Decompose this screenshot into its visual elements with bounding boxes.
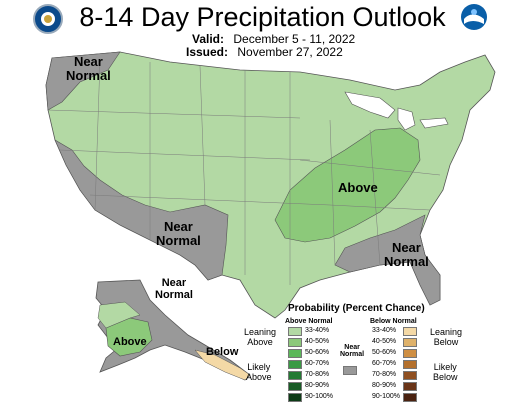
label-ak-below: Below xyxy=(206,346,239,358)
legend-above-swatch xyxy=(288,393,302,402)
legend-below-swatch xyxy=(403,382,417,391)
legend-below-range: 90-100% xyxy=(372,393,401,400)
label-se-near-normal: Near Normal xyxy=(384,240,429,269)
legend-above-range: 33-40% xyxy=(305,327,330,334)
alaska-above-region xyxy=(105,317,153,357)
legend-leaning-above: Leaning Above xyxy=(244,327,277,347)
legend-below-range: 80-90% xyxy=(372,382,397,389)
legend-below-swatch xyxy=(403,371,417,380)
legend-leaning-below: Leaning Below xyxy=(430,327,463,347)
label-ak-near-normal: Near Normal xyxy=(155,277,193,301)
alaska-below-region xyxy=(194,349,251,381)
issued-dates: Issued: November 27, 2022 xyxy=(186,45,343,59)
label-sw-near-normal: Near Normal xyxy=(156,219,201,248)
above-40-50-region xyxy=(274,127,421,243)
legend-above-swatch xyxy=(288,338,302,347)
legend-above-swatch xyxy=(288,349,302,358)
legend-above-range: 80-90% xyxy=(305,382,330,389)
valid-label: Valid: xyxy=(192,32,225,46)
label-above-main: Above xyxy=(338,180,378,195)
great-lakes xyxy=(344,91,449,131)
valid-value: December 5 - 11, 2022 xyxy=(233,32,356,46)
legend-below-swatch xyxy=(403,360,417,369)
legend-above-range: 60-70% xyxy=(305,360,330,367)
doc-seal-icon xyxy=(33,4,63,34)
legend-below-range: 33-40% xyxy=(372,327,397,334)
near-normal-se xyxy=(334,214,441,306)
legend-below-range: 70-80% xyxy=(372,371,397,378)
legend-likely-above: Likely Above xyxy=(246,362,272,382)
legend-above-swatch xyxy=(288,371,302,380)
issued-value: November 27, 2022 xyxy=(237,45,343,59)
label-ak-above: Above xyxy=(113,336,147,348)
legend-above-swatch xyxy=(288,360,302,369)
legend-above-range: 90-100% xyxy=(305,393,334,400)
legend-below-swatch xyxy=(403,393,417,402)
state-borders xyxy=(47,59,441,285)
issued-label: Issued: xyxy=(186,45,229,59)
legend-above-range: 70-80% xyxy=(305,371,330,378)
valid-dates: Valid: December 5 - 11, 2022 xyxy=(192,32,355,46)
legend-below-range: 60-70% xyxy=(372,360,397,367)
alaska-above-lean xyxy=(97,301,141,329)
legend-below-header: Below Normal xyxy=(370,318,417,325)
legend-above-swatch xyxy=(288,327,302,336)
legend-below-swatch xyxy=(403,349,417,358)
legend-above-swatch xyxy=(288,382,302,391)
near-normal-sw xyxy=(54,139,229,281)
legend-near-header: Near Normal xyxy=(340,344,365,358)
legend-likely-below: Likely Below xyxy=(433,362,458,382)
legend-below-swatch xyxy=(403,327,417,336)
legend-title: Probability (Percent Chance) xyxy=(288,303,425,314)
legend-below-range: 40-50% xyxy=(372,338,397,345)
page-title: 8-14 Day Precipitation Outlook xyxy=(79,2,446,32)
label-nw-near-normal: Near Normal xyxy=(66,54,111,83)
near-normal-nw xyxy=(45,51,121,111)
legend-above-range: 50-60% xyxy=(305,349,330,356)
legend-below-range: 50-60% xyxy=(372,349,397,356)
legend-above-range: 40-50% xyxy=(305,338,330,345)
legend-below-swatch xyxy=(403,338,417,347)
legend-above-header: Above Normal xyxy=(285,318,333,325)
noaa-logo-icon xyxy=(461,4,487,30)
legend-near-swatch xyxy=(343,366,357,375)
